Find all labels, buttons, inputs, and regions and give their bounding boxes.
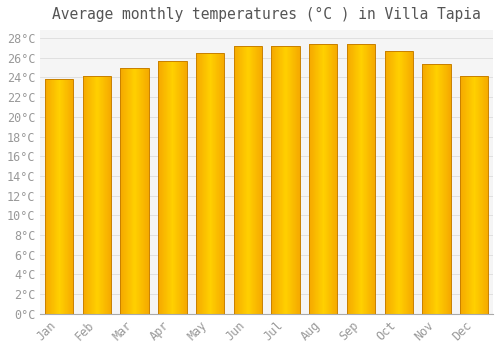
- Title: Average monthly temperatures (°C ) in Villa Tapia: Average monthly temperatures (°C ) in Vi…: [52, 7, 481, 22]
- Bar: [196, 53, 224, 314]
- Bar: [120, 68, 149, 314]
- Bar: [83, 76, 111, 314]
- Bar: [347, 44, 375, 314]
- Bar: [384, 51, 413, 314]
- Bar: [158, 61, 186, 314]
- Bar: [422, 64, 450, 314]
- Bar: [309, 44, 338, 314]
- Bar: [272, 46, 299, 314]
- Bar: [45, 79, 74, 314]
- Bar: [460, 76, 488, 314]
- Bar: [234, 46, 262, 314]
